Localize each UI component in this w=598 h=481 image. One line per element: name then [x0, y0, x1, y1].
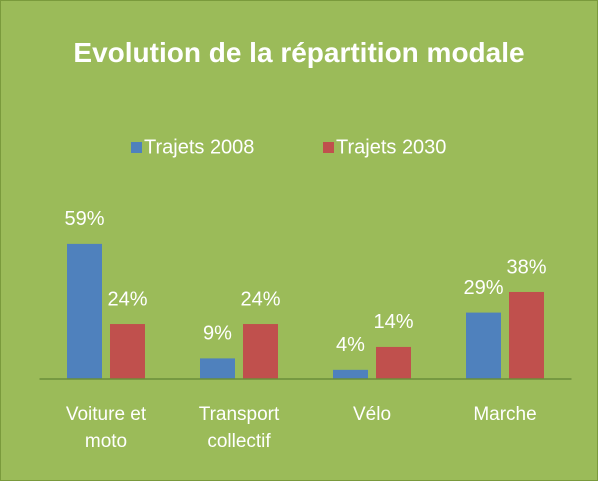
- x-tick-label: Vélo: [352, 404, 392, 425]
- bar: [466, 312, 501, 379]
- bar: [200, 358, 235, 379]
- x-tick-label: Transport collectif: [198, 404, 280, 452]
- chart-title: Evolution de la répartition modale: [73, 37, 525, 68]
- data-label: 59%: [64, 208, 104, 230]
- data-label: 14%: [373, 311, 413, 333]
- legend-label: Trajets 2030: [336, 136, 446, 158]
- bar: [333, 369, 368, 379]
- bar: [110, 324, 145, 379]
- x-tick-label: Marche: [473, 404, 537, 425]
- data-label: 4%: [336, 334, 365, 356]
- data-label: 24%: [107, 288, 147, 310]
- data-label: 38%: [506, 256, 546, 278]
- x-tick-label: Voiture et moto: [65, 404, 147, 452]
- legend-swatch: [131, 142, 142, 153]
- bar: [243, 324, 278, 379]
- data-label: 24%: [240, 288, 280, 310]
- legend-label: Trajets 2008: [144, 136, 254, 158]
- data-label: 29%: [463, 277, 503, 299]
- bar: [509, 291, 544, 379]
- bar: [376, 346, 411, 379]
- bar: [67, 243, 102, 379]
- legend-swatch: [323, 142, 334, 153]
- data-label: 9%: [203, 323, 232, 345]
